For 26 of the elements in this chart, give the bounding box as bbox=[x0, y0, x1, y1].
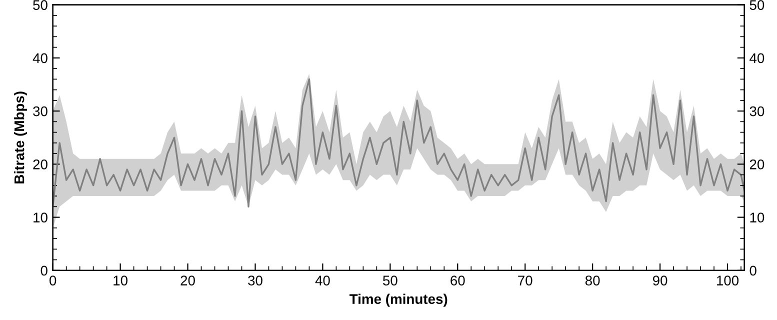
x-tick-label: 40 bbox=[315, 276, 330, 286]
x-tick-label: 100 bbox=[716, 276, 739, 286]
x-tick-label: 50 bbox=[383, 276, 398, 286]
y-tick-label: 20 bbox=[33, 159, 48, 170]
x-tick-label: 0 bbox=[50, 276, 56, 286]
y-axis-title: Bitrate (Mbps) bbox=[14, 92, 27, 184]
y-tick-label: 30 bbox=[33, 106, 48, 116]
line-series bbox=[52, 78, 744, 208]
x-tick-label: 90 bbox=[652, 276, 668, 286]
x-tick-label: 30 bbox=[248, 276, 262, 286]
x-tick-label: 10 bbox=[114, 276, 128, 286]
y2-tick-label: 50 bbox=[750, 0, 764, 10]
y2-tick-label: 40 bbox=[750, 53, 764, 64]
x-tick-label: 70 bbox=[518, 276, 532, 286]
y2-tick-label: 0 bbox=[750, 266, 756, 276]
x-tick-label: 60 bbox=[450, 276, 465, 286]
x-axis-title: Time (minutes) bbox=[349, 294, 448, 307]
y2-tick-label: 20 bbox=[750, 159, 764, 170]
x-tick-label: 20 bbox=[180, 276, 195, 286]
y-tick-label: 40 bbox=[32, 53, 48, 64]
y-tick-label: 0 bbox=[40, 266, 48, 276]
y-tick-label: 50 bbox=[33, 0, 48, 10]
y2-tick-label: 30 bbox=[750, 106, 764, 116]
y-tick-label: 10 bbox=[34, 212, 48, 222]
x-tick-label: 80 bbox=[585, 276, 600, 286]
y2-tick-label: 10 bbox=[750, 212, 764, 222]
